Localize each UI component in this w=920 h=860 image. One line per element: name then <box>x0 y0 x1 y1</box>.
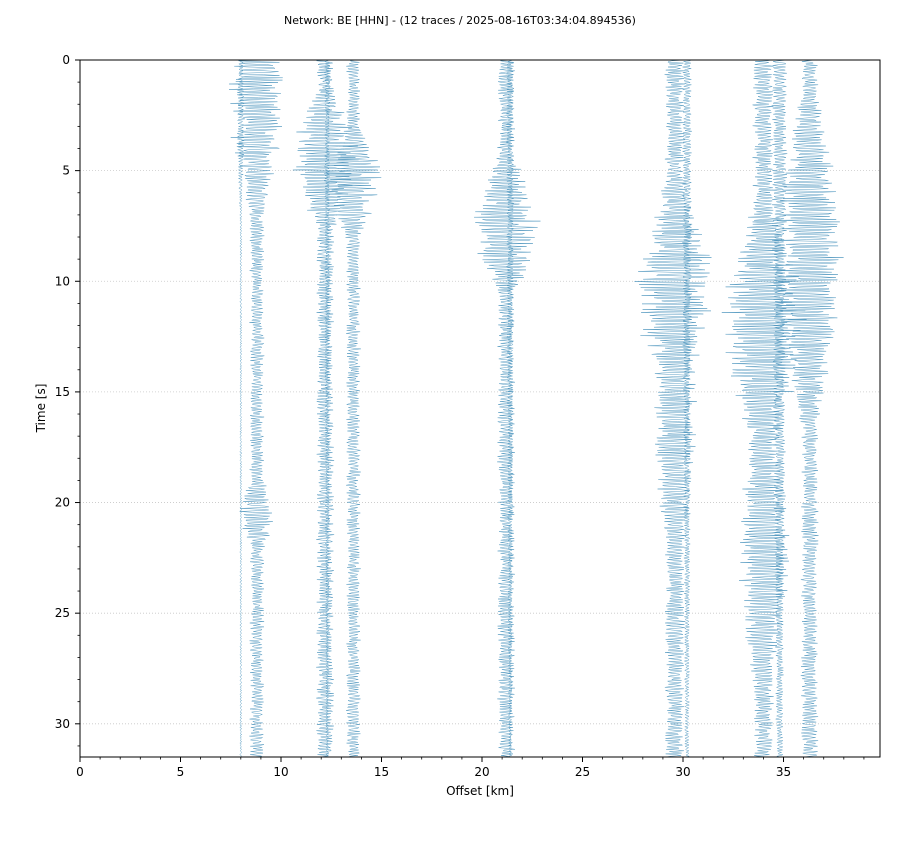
trace-line <box>292 59 359 758</box>
x-axis-label: Offset [km] <box>446 784 514 798</box>
y-tick-label: 30 <box>55 717 70 731</box>
trace-line <box>324 59 382 758</box>
y-tick-label: 20 <box>55 496 70 510</box>
x-tick-label: 20 <box>474 765 489 779</box>
x-tick-label: 35 <box>776 765 791 779</box>
x-tick-label: 10 <box>273 765 288 779</box>
x-tick-label: 30 <box>675 765 690 779</box>
y-tick-label: 0 <box>62 53 70 67</box>
y-tick-label: 5 <box>62 164 70 178</box>
trace-line <box>634 59 712 758</box>
trace-line <box>505 59 515 757</box>
trace-line <box>228 59 283 758</box>
y-tick-label: 25 <box>55 606 70 620</box>
y-axis: 0 5 10 15 20 25 30 <box>55 53 80 747</box>
plot-frame <box>79 59 881 758</box>
x-tick-label: 15 <box>374 765 389 779</box>
trace-line <box>474 59 541 758</box>
x-tick-label: 5 <box>177 765 185 779</box>
y-axis-label: Time [s] <box>34 384 48 434</box>
y-tick-label: 10 <box>55 274 70 288</box>
x-axis: 0 5 10 15 20 25 30 35 <box>76 757 865 779</box>
trace-line <box>771 59 788 758</box>
x-tick-label: 0 <box>76 765 84 779</box>
trace-line <box>682 59 693 758</box>
chart-title: Network: BE [HHN] - (12 traces / 2025-08… <box>284 14 636 27</box>
trace-line <box>774 59 844 758</box>
traces-group <box>228 59 844 758</box>
x-tick-label: 25 <box>575 765 590 779</box>
trace-line <box>323 59 332 758</box>
y-tick-label: 15 <box>55 385 70 399</box>
trace-line <box>721 59 807 758</box>
trace-line <box>236 59 245 758</box>
